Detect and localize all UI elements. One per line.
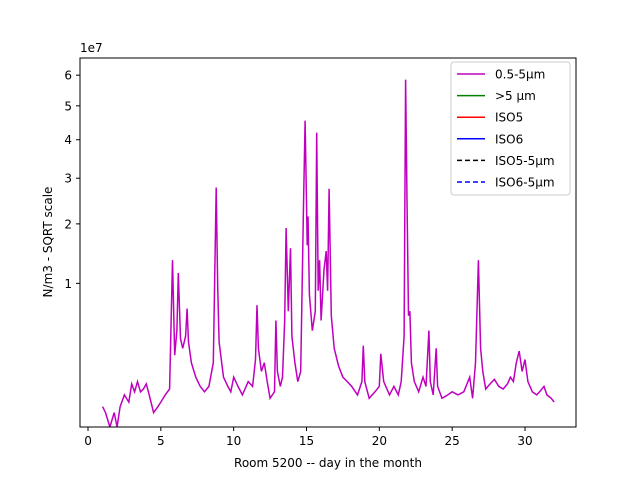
x-tick-label: 0 (84, 434, 92, 448)
x-tick-label: 15 (299, 434, 314, 448)
y-axis: 1 2 3 4 5 6 (64, 69, 80, 291)
x-tick-label: 20 (372, 434, 387, 448)
y-tick-label: 5 (64, 99, 72, 113)
plot-area (101, 79, 555, 427)
legend-label: 0.5-5µm (495, 68, 545, 82)
legend-label: ISO5 (495, 111, 523, 125)
axes-frame (79, 57, 577, 428)
x-tick-label: 10 (226, 434, 241, 448)
x-axis: 0 5 10 15 20 25 30 (84, 427, 533, 448)
x-tick-label: 5 (157, 434, 165, 448)
series-line-0 (101, 79, 555, 427)
y-tick-label: 1 (64, 277, 72, 291)
y-offset-label: 1e7 (80, 41, 103, 55)
x-tick-label: 25 (445, 434, 460, 448)
y-tick-label: 4 (64, 133, 72, 147)
y-axis-label: N/m3 - SQRT scale (41, 187, 55, 298)
x-axis-label: Room 5200 -- day in the month (234, 456, 422, 470)
legend: 0.5-5µm >5 µm ISO5 ISO6 ISO5-5µm ISO6-5µm (450, 61, 571, 196)
x-tick-label: 30 (517, 434, 532, 448)
y-tick-label: 3 (64, 172, 72, 186)
legend-label: >5 µm (495, 89, 536, 103)
legend-label: ISO6 (495, 132, 523, 146)
legend-label: ISO5-5µm (495, 154, 555, 168)
y-tick-label: 2 (64, 217, 72, 231)
y-tick-label: 6 (64, 69, 72, 83)
legend-label: ISO6-5µm (495, 176, 555, 190)
